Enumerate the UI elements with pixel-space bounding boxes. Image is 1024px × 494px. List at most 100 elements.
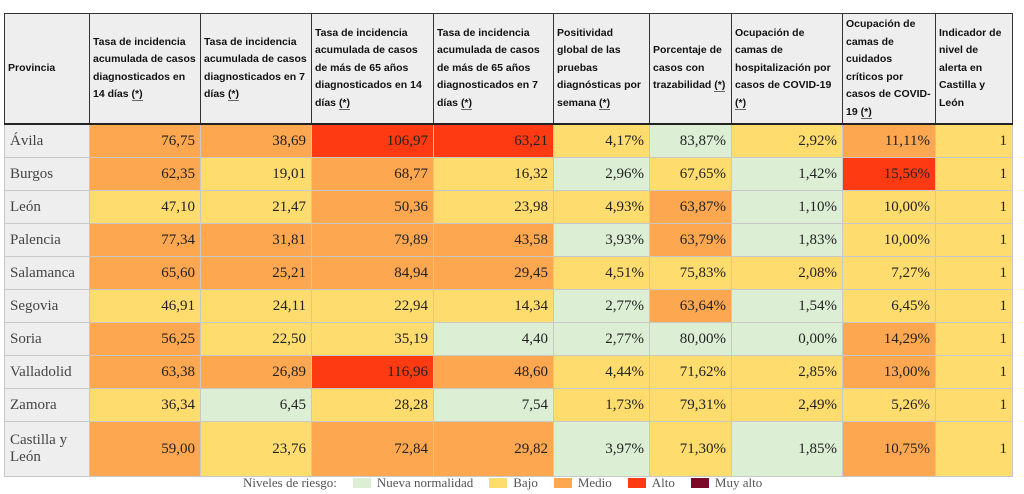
indicator-cell: 4,44% [553,355,650,389]
column-header-label: Ocupación de camas de cuidados críticos … [846,18,931,118]
indicator-cell: 10,00% [842,190,936,224]
column-header: Tasa de incidencia acumulada de casos di… [89,13,201,125]
province-name: Ávila [4,123,90,158]
indicator-cell: 23,76 [200,421,312,477]
legend-swatch [553,478,572,488]
indicator-cell: 7,27% [842,256,936,290]
indicator-cell: 38,69 [200,123,312,158]
indicator-cell: 10,75% [842,421,936,477]
province-name: Burgos [4,157,90,191]
indicator-cell: 29,82 [433,421,554,477]
indicator-cell: 116,96 [311,355,434,389]
indicator-cell: 6,45 [200,388,312,422]
indicator-cell: 1 [935,355,1013,389]
indicator-cell: 79,31% [649,388,732,422]
column-header-label: Tasa de incidencia acumulada de casos di… [204,35,307,101]
indicator-cell: 22,94 [311,289,434,323]
table-row: Segovia 46,91 24,11 22,94 14,34 2,77% 63,64% 1,… [4,289,1013,323]
indicator-cell: 1 [935,190,1013,224]
indicator-cell: 72,84 [311,421,434,477]
column-header: Ocupación de camas de cuidados críticos … [842,13,936,125]
indicator-cell: 1 [935,289,1013,323]
indicator-cell: 84,94 [311,256,434,290]
footnote-link[interactable]: (*) [131,88,143,101]
province-name: León [4,190,90,224]
indicator-cell: 26,89 [200,355,312,389]
footnote-link[interactable]: (*) [338,96,351,110]
column-header: Tasa de incidencia acumulada de casos de… [433,13,554,125]
indicator-cell: 63,79% [649,223,732,257]
indicator-cell: 71,62% [649,355,732,389]
indicator-cell: 48,60 [433,355,554,389]
column-header-label: Positividad global de las pruebas diagnó… [557,26,642,109]
indicator-cell: 71,30% [649,421,732,477]
indicator-cell: 24,11 [200,289,312,323]
indicator-cell: 1 [935,421,1013,477]
indicator-cell: 79,89 [311,223,434,257]
province-name: Salamanca [4,256,90,290]
column-header: Tasa de incidencia acumulada de casos di… [200,13,312,125]
indicator-cell: 65,60 [89,256,201,290]
province-name: Valladolid [4,355,90,389]
indicator-cell: 1 [935,388,1013,422]
column-header-label: Porcentaje de casos con trazabilidad [653,44,722,92]
column-header: Ocupación de camas de hospitalización po… [731,13,843,125]
indicator-cell: 80,00% [649,322,732,356]
indicator-cell: 2,49% [731,388,843,422]
province-name: Palencia [4,223,90,257]
indicator-cell: 4,40 [433,322,554,356]
indicator-cell: 29,45 [433,256,554,290]
indicator-cell: 56,25 [89,322,201,356]
legend-label: Medio [577,475,612,490]
indicator-cell: 23,98 [433,190,554,224]
indicator-cell: 63,38 [89,355,201,389]
province-name: Soria [4,322,90,356]
legend-label: Muy alto [714,475,763,490]
indicator-cell: 7,54 [433,388,554,422]
indicator-cell: 63,64% [649,289,732,323]
indicator-cell: 50,36 [311,190,434,224]
indicator-cell: 14,34 [433,289,554,323]
indicator-cell: 83,87% [649,123,732,158]
indicator-cell: 76,75 [89,123,201,158]
table-row: Burgos 62,35 19,01 68,77 16,32 2,96% 67,65% 1,4… [4,157,1013,191]
indicator-cell: 4,93% [553,190,650,224]
indicator-cell: 14,29% [842,322,936,356]
column-header: Tasa de incidencia acumulada de casos de… [311,13,434,125]
indicator-cell: 43,58 [433,223,554,257]
footnote-link[interactable]: (*) [735,96,747,110]
indicator-cell: 75,83% [649,256,732,290]
indicator-cell: 2,96% [553,157,650,191]
indicator-cell: 106,97 [311,123,434,158]
indicator-cell: 1,85% [731,421,843,477]
indicator-cell: 22,50 [200,322,312,356]
column-header-label: Tasa de incidencia acumulada de casos de… [437,26,540,109]
province-name: Castilla y León [4,421,90,477]
footnote-link[interactable]: (*) [460,96,473,110]
column-header-label: Ocupación de camas de hospitalización po… [735,26,832,92]
indicator-cell: 5,26% [842,388,936,422]
legend-label: Nueva normalidad [376,475,474,490]
indicator-cell: 11,11% [842,123,936,158]
table-row: Zamora 36,34 6,45 28,28 7,54 1,73% 79,31% 2,49%… [4,388,1013,422]
indicator-cell: 19,01 [200,157,312,191]
indicator-cell: 10,00% [842,223,936,257]
province-name: Segovia [4,289,90,323]
footnote-link[interactable]: (*) [599,96,611,110]
indicator-cell: 36,34 [89,388,201,422]
indicator-cell: 62,35 [89,157,201,191]
legend-swatch [489,478,508,488]
table-row: León 47,10 21,47 50,36 23,98 4,93% 63,87% 1,10%… [4,190,1013,224]
table-row: Palencia 77,34 31,81 79,89 43,58 3,93% 63,79% 1… [4,223,1013,257]
province-name: Zamora [4,388,90,422]
footnote-link[interactable]: (*) [227,88,240,101]
footnote-link[interactable]: (*) [714,79,726,93]
indicator-cell: 1 [935,123,1013,158]
indicator-cell: 2,85% [731,355,843,389]
footnote-link[interactable]: (*) [860,105,872,119]
indicator-cell: 2,08% [731,256,843,290]
indicator-cell: 77,34 [89,223,201,257]
indicator-cell: 1,54% [731,289,843,323]
indicator-cell: 4,17% [553,123,650,158]
indicator-cell: 2,77% [553,289,650,323]
